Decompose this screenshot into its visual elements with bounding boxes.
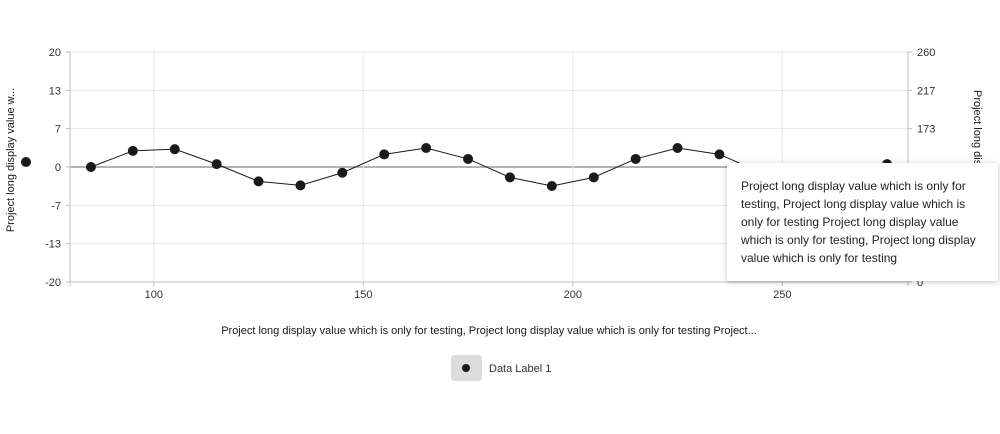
y-axis-left-tick-label: -7 (51, 200, 61, 212)
y-axis-left-tick-label: 20 (49, 47, 61, 59)
data-point (672, 143, 683, 154)
data-point (253, 176, 264, 187)
data-point (630, 153, 641, 164)
x-axis-tick-label: 200 (564, 289, 582, 301)
y-axis-right-tick-label: 0 (917, 277, 923, 289)
legend-item-label: Data Label 1 (489, 363, 551, 375)
y-axis-right-tick-label: 260 (917, 47, 935, 59)
x-axis-title: Project long display value which is only… (221, 325, 757, 337)
y-axis-left-series-marker (21, 157, 31, 167)
data-point (337, 167, 348, 178)
data-point (421, 143, 432, 154)
data-point (169, 144, 180, 155)
legend-item-marker (462, 364, 470, 372)
y-axis-right-tick-label: 173 (917, 124, 935, 136)
data-point-tooltip: Project long display value which is only… (727, 163, 998, 281)
data-point (295, 180, 306, 191)
data-point (504, 172, 515, 183)
legend[interactable]: Data Label 1 (451, 355, 551, 381)
x-axis-tick-label: 150 (354, 289, 372, 301)
y-axis-left-tick-label: 7 (55, 124, 61, 136)
data-point (714, 149, 725, 160)
data-point (127, 145, 138, 156)
data-point (85, 162, 96, 172)
x-axis-tick-label: 250 (773, 289, 791, 301)
x-axis-tick-label: 100 (145, 289, 163, 301)
y-axis-right-tick-label: 217 (917, 85, 935, 97)
tick-labels: 20 13 7 0 -7 -13 -20 260 217 173 0 100 150 200 250 (45, 47, 935, 301)
data-point (211, 159, 222, 170)
data-point (463, 153, 474, 164)
data-point (588, 172, 599, 183)
data-point (379, 149, 390, 160)
data-point (546, 180, 557, 191)
y-axis-left-tick-label: -20 (45, 277, 61, 289)
y-axis-left-tick-label: -13 (45, 239, 61, 251)
y-axis-right-title: Project long dis (971, 90, 983, 166)
y-axis-left-tick-label: 0 (55, 162, 61, 174)
y-axis-left-title: Project long display value w... (5, 88, 17, 232)
y-axis-left-tick-label: 13 (49, 85, 61, 97)
